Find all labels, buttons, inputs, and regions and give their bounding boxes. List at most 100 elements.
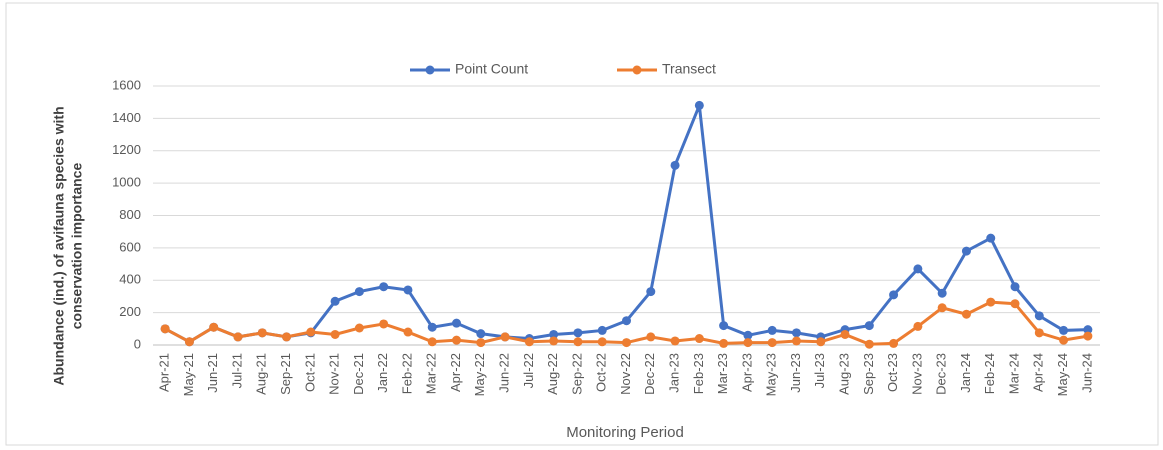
- data-point: [427, 322, 437, 332]
- data-point: [354, 323, 364, 333]
- x-tick-label: Jun-23: [788, 353, 803, 393]
- data-point: [743, 338, 753, 348]
- data-point: [646, 332, 656, 342]
- data-point: [889, 338, 899, 348]
- x-tick-label: Jan-22: [375, 353, 390, 393]
- data-point: [719, 321, 729, 331]
- y-tick-label: 400: [119, 272, 141, 287]
- legend-marker: [632, 65, 642, 75]
- x-tick-label: May-22: [472, 353, 487, 396]
- data-point: [573, 328, 583, 338]
- x-tick-label: May-24: [1055, 353, 1070, 396]
- data-point: [816, 337, 826, 347]
- data-point: [282, 332, 292, 342]
- data-point: [767, 338, 777, 348]
- x-tick-label: Nov-23: [909, 353, 924, 395]
- x-tick-label: Aug-21: [254, 353, 269, 395]
- data-point: [476, 329, 486, 339]
- x-tick-label: May-23: [764, 353, 779, 396]
- data-point: [913, 321, 923, 331]
- data-point: [937, 288, 947, 298]
- legend-label: Transect: [662, 61, 716, 77]
- data-point: [1083, 325, 1093, 335]
- data-point: [1010, 299, 1020, 309]
- data-point: [670, 160, 680, 170]
- data-point: [1034, 311, 1044, 321]
- x-tick-label: Dec-21: [351, 353, 366, 395]
- x-tick-label: Oct-23: [885, 353, 900, 392]
- data-point: [864, 321, 874, 331]
- y-axis-title-line: Abundance (ind.) of avifauna species wit…: [51, 106, 67, 385]
- y-tick-label: 0: [134, 336, 141, 351]
- data-point: [622, 338, 631, 348]
- data-point: [549, 329, 559, 339]
- x-tick-label: Mar-22: [424, 353, 439, 394]
- x-tick-label: Jun-22: [497, 353, 512, 393]
- y-tick-label: 800: [119, 207, 141, 222]
- x-tick-label: Oct-21: [302, 353, 317, 392]
- data-point: [767, 325, 777, 335]
- data-point: [379, 319, 389, 329]
- data-point: [500, 332, 510, 342]
- y-tick-label: 1200: [112, 142, 141, 157]
- x-tick-label: Apr-23: [739, 353, 754, 392]
- x-tick-label: Mar-24: [1006, 353, 1021, 394]
- data-point: [791, 328, 801, 338]
- y-tick-label: 1000: [112, 175, 141, 190]
- x-tick-label: Nov-21: [327, 353, 342, 395]
- data-point: [160, 324, 170, 334]
- data-point: [1059, 335, 1069, 345]
- x-tick-label: Nov-22: [618, 353, 633, 395]
- data-point: [961, 309, 971, 319]
- data-point: [791, 336, 801, 346]
- y-axis-title: Abundance (ind.) of avifauna species wit…: [51, 106, 85, 385]
- data-point: [1010, 282, 1020, 292]
- data-point: [452, 335, 462, 345]
- data-point: [1083, 331, 1093, 341]
- data-point: [549, 336, 559, 346]
- data-point: [1059, 325, 1069, 335]
- data-point: [840, 329, 850, 339]
- x-tick-label: Jul-21: [229, 353, 244, 388]
- x-tick-label: Jul-23: [812, 353, 827, 388]
- y-tick-label: 1400: [112, 110, 141, 125]
- data-point: [743, 330, 753, 340]
- data-point: [597, 337, 607, 347]
- x-tick-label: Apr-21: [157, 353, 172, 392]
- data-point: [573, 337, 583, 347]
- x-axis-title: Monitoring Period: [566, 424, 684, 441]
- x-tick-label: Sep-23: [861, 353, 876, 395]
- data-point: [354, 287, 364, 297]
- x-tick-label: Sep-21: [278, 353, 293, 395]
- x-tick-label: Sep-22: [569, 353, 584, 395]
- data-point: [646, 287, 656, 297]
- data-point: [330, 296, 340, 306]
- data-point: [694, 334, 704, 344]
- data-point: [209, 322, 219, 332]
- x-tick-label: Dec-23: [934, 353, 949, 395]
- x-tick-label: Jul-22: [521, 353, 536, 388]
- data-point: [694, 100, 704, 110]
- y-tick-label: 200: [119, 304, 141, 319]
- data-point: [403, 285, 413, 295]
- data-point: [622, 316, 631, 326]
- data-point: [524, 337, 534, 347]
- x-tick-label: Jun-24: [1079, 353, 1094, 393]
- data-point: [597, 325, 607, 335]
- x-tick-label: Jan-24: [958, 353, 973, 393]
- x-tick-label: Dec-22: [642, 353, 657, 395]
- x-tick-label: Aug-23: [836, 353, 851, 395]
- data-point: [986, 297, 996, 307]
- data-point: [889, 290, 899, 300]
- data-point: [452, 318, 462, 328]
- data-point: [913, 264, 923, 274]
- legend-marker: [425, 65, 435, 75]
- data-point: [670, 336, 680, 346]
- data-point: [184, 337, 194, 347]
- data-point: [961, 246, 971, 256]
- y-tick-label: 600: [119, 239, 141, 254]
- x-tick-label: Feb-22: [399, 353, 414, 394]
- legend-label: Point Count: [455, 61, 528, 77]
- data-point: [476, 338, 486, 348]
